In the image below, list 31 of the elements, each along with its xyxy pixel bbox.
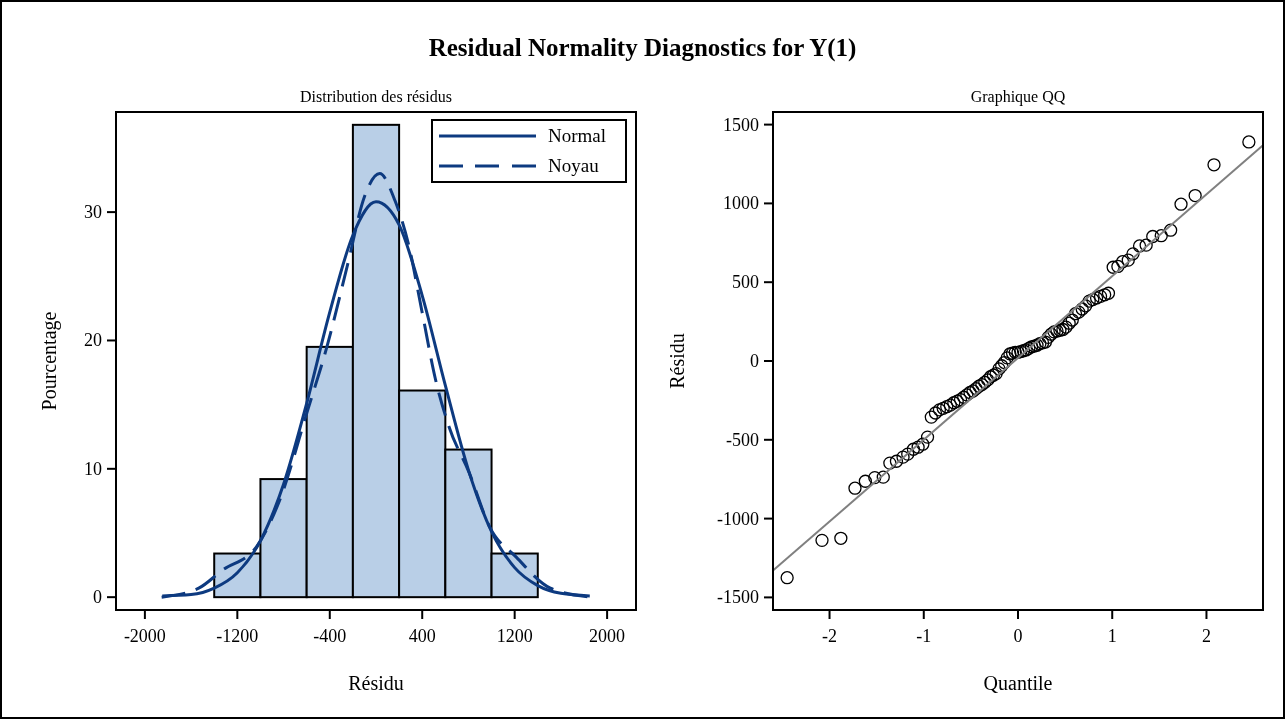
x-axis-title: Quantile: [983, 672, 1053, 694]
y-tick-label: 10: [84, 458, 102, 479]
x-tick-label: -2: [822, 626, 838, 646]
legend-label: Noyau: [548, 155, 600, 176]
x-tick-label: 1: [1107, 626, 1117, 646]
x-tick-label: -1200: [216, 626, 259, 646]
y-tick-label: 30: [84, 202, 102, 223]
y-tick-label: 1000: [723, 193, 759, 214]
chart-subtitle: Distribution des résidus: [300, 88, 452, 105]
chart-title: Graphique QQ: [970, 88, 1066, 106]
y-tick-label: 500: [732, 272, 759, 293]
x-axis-title: Résidu: [348, 672, 404, 694]
legend-label: Normal: [548, 125, 607, 146]
y-axis-title: Pourcentage: [38, 311, 61, 411]
x-tick-label: 400: [408, 626, 436, 646]
x-tick-label: 2: [1201, 626, 1211, 646]
y-tick-label: 1500: [723, 114, 759, 135]
y-tick-label: 0: [93, 587, 102, 608]
x-tick-label: -2000: [123, 626, 166, 646]
x-tick-label: -1: [916, 626, 932, 646]
x-tick-label: -400: [313, 626, 347, 646]
x-tick-label: 0: [1013, 626, 1023, 646]
y-tick-label: -1000: [717, 508, 759, 529]
y-axis-title: Résidu: [666, 333, 688, 389]
y-tick-label: -500: [726, 429, 759, 450]
chart-title: Residual Normality Diagnostics for Y(1): [428, 34, 857, 62]
x-tick-label: 1200: [496, 626, 533, 646]
y-tick-label: 20: [84, 330, 102, 351]
x-tick-label: 2000: [589, 626, 626, 646]
y-tick-label: -1500: [717, 587, 759, 608]
y-tick-label: 0: [750, 351, 759, 371]
